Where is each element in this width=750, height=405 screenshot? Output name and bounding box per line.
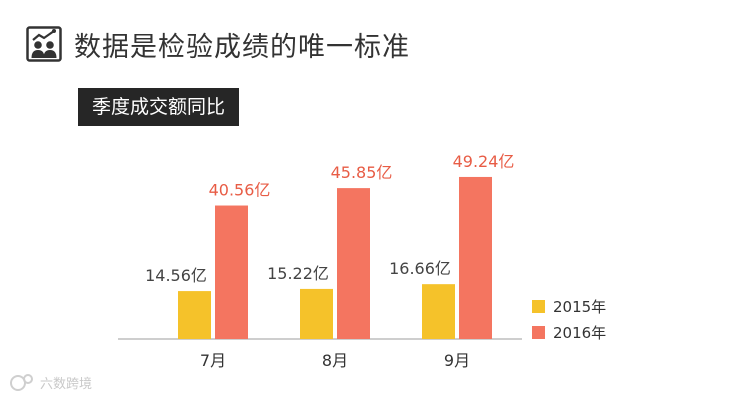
data-label-2015-7: 14.56亿	[145, 266, 207, 285]
bar-2016-7	[215, 205, 248, 339]
data-label-2015-9: 16.66亿	[389, 259, 451, 278]
page-title: 数据是检验成绩的唯一标准	[74, 31, 410, 63]
data-label-2016-9: 49.24亿	[453, 152, 515, 171]
bar-2015-9	[422, 284, 455, 339]
bar-2015-7	[178, 291, 211, 339]
data-label-2016-7: 40.56亿	[209, 181, 271, 200]
people-chart-icon	[26, 26, 62, 62]
bar-2016-8	[337, 188, 370, 339]
data-label-2015-8: 15.22亿	[267, 264, 329, 283]
legend-label-2015: 2015年	[553, 298, 606, 316]
watermark-logo-icon	[10, 374, 33, 391]
x-tick-label: 7月	[200, 351, 226, 370]
bar-2015-8	[300, 288, 333, 339]
watermark: 六数跨境	[8, 372, 92, 392]
header: 数据是检验成绩的唯一标准	[26, 22, 410, 66]
x-tick-label: 8月	[322, 351, 348, 370]
legend-label-2016: 2016年	[553, 324, 606, 342]
watermark-text: 六数跨境	[40, 376, 93, 392]
legend-swatch-2016	[532, 326, 545, 339]
bar-2016-9	[459, 176, 492, 339]
legend-swatch-2015	[532, 300, 545, 313]
chart-title: 季度成交额同比	[78, 88, 240, 126]
data-label-2016-8: 45.85亿	[331, 163, 393, 182]
x-tick-label: 9月	[444, 351, 470, 370]
